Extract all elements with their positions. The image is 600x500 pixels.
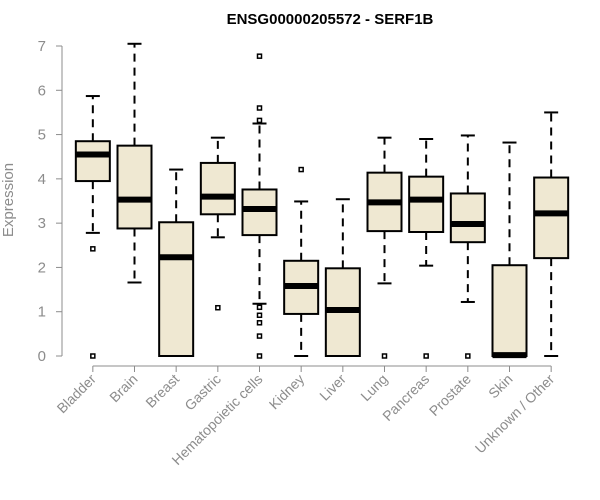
outlier-point <box>256 353 263 359</box>
outlier-point <box>256 304 263 311</box>
outlier-point <box>256 117 263 124</box>
y-axis-label: Expression <box>0 163 17 237</box>
y-tick-label: 4 <box>38 171 46 188</box>
x-tick-label: Lung <box>357 371 390 404</box>
x-tick-label: Prostate <box>426 371 474 419</box>
y-tick-label: 3 <box>38 215 46 232</box>
y-tick-label: 5 <box>38 127 46 144</box>
box-skin <box>491 141 528 359</box>
y-tick-label: 7 <box>38 38 46 55</box>
iqr-box <box>533 176 570 260</box>
box-prostate <box>449 134 486 359</box>
outlier-point <box>256 333 263 339</box>
box-unknown-other <box>533 111 570 357</box>
y-tick-label: 0 <box>38 348 46 365</box>
outlier-point <box>298 166 304 173</box>
iqr-box <box>116 144 153 230</box>
outlier-point <box>256 312 263 319</box>
outlier-point <box>381 353 388 359</box>
box-hematopoietic-cells <box>241 53 278 359</box>
x-tick-label: Bladder <box>54 371 100 417</box>
outlier-point <box>256 320 263 326</box>
iqr-box <box>241 188 278 237</box>
box-lung <box>366 136 403 359</box>
y-tick-label: 2 <box>38 259 46 276</box>
x-tick-label: Liver <box>316 371 349 404</box>
y-axis: 0 1 2 3 4 5 6 7 <box>38 38 63 365</box>
outlier-point <box>215 304 221 311</box>
box-kidney <box>283 166 320 357</box>
outlier-point <box>423 353 429 359</box>
iqr-box <box>199 161 236 216</box>
x-tick-label: Kidney <box>266 371 308 413</box>
box-series <box>74 42 570 359</box>
iqr-box <box>158 221 195 357</box>
outlier-point <box>256 105 263 111</box>
y-tick-label: 1 <box>38 304 46 321</box>
iqr-box <box>491 264 528 358</box>
outlier-point <box>465 353 471 359</box>
x-tick-label: Brain <box>106 371 140 405</box>
y-tick-label: 6 <box>38 82 46 99</box>
box-pancreas <box>408 138 445 359</box>
x-tick-label: Unknown / Other <box>472 371 558 457</box>
iqr-box <box>449 192 486 244</box>
x-tick-label: Breast <box>142 371 182 411</box>
box-breast <box>158 168 195 357</box>
box-liver <box>324 198 361 358</box>
outlier-point <box>90 246 96 252</box>
outlier-point <box>256 53 263 59</box>
box-bladder <box>74 95 111 359</box>
iqr-box <box>408 175 445 233</box>
box-gastric <box>199 136 236 311</box>
chart-title: ENSG00000205572 - SERF1B <box>227 11 434 28</box>
x-tick-label: Skin <box>485 371 516 402</box>
box-brain <box>116 42 153 284</box>
iqr-box <box>74 140 111 183</box>
outlier-point <box>90 353 96 359</box>
